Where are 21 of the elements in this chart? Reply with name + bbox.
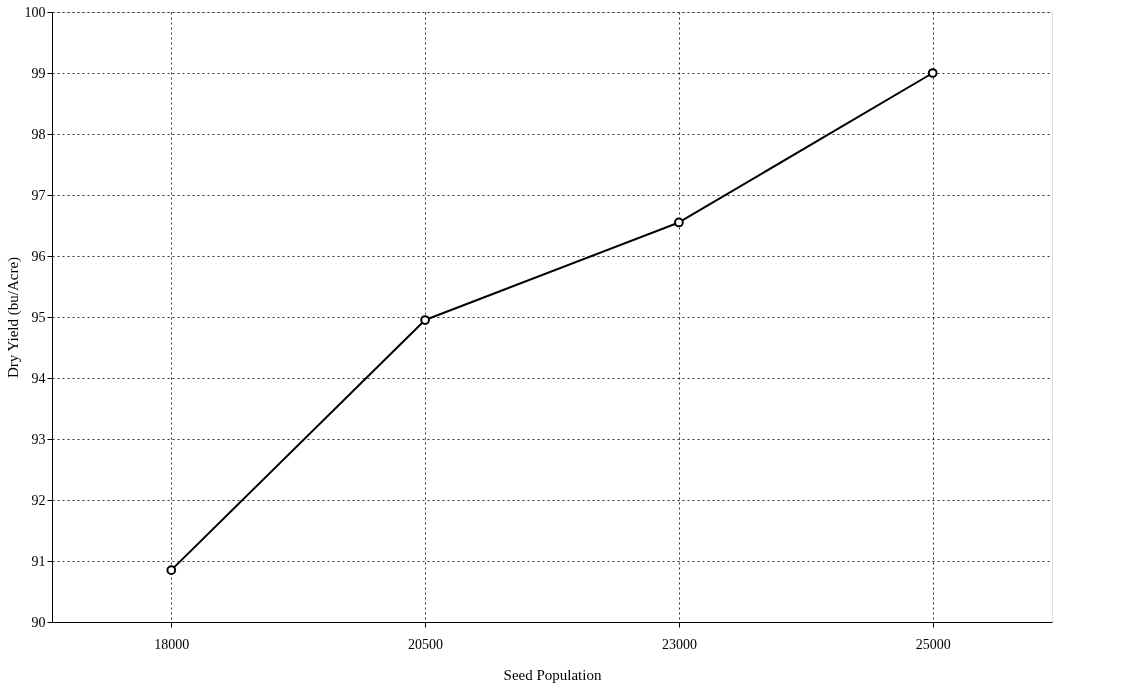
- y-tick-label: 97: [31, 187, 46, 203]
- y-tick-label: 94: [31, 370, 46, 386]
- point: [420, 315, 430, 325]
- y-tick-label: 91: [31, 553, 46, 569]
- x-axis-title: Seed Population: [503, 666, 602, 683]
- y-axis-title: Dry Yield (bu/Acre): [4, 256, 22, 379]
- y-tick-label: 90: [31, 614, 46, 630]
- y-tick-label: 96: [31, 248, 46, 264]
- y-tick-label: 95: [31, 309, 46, 325]
- point: [674, 217, 684, 228]
- y-tick-label: 100: [24, 4, 46, 20]
- point: [166, 565, 177, 576]
- y-tick-label: 99: [31, 65, 46, 81]
- y-tick-label: 98: [31, 126, 46, 142]
- point: [927, 68, 938, 78]
- x-tick-label: 25000: [915, 636, 951, 652]
- x-tick-label: 20500: [408, 636, 444, 652]
- x-tick-label: 23000: [661, 636, 697, 652]
- x-tick-label: 18000: [154, 636, 190, 652]
- y-tick-label: 93: [31, 431, 46, 447]
- y-tick-label: 92: [31, 492, 46, 508]
